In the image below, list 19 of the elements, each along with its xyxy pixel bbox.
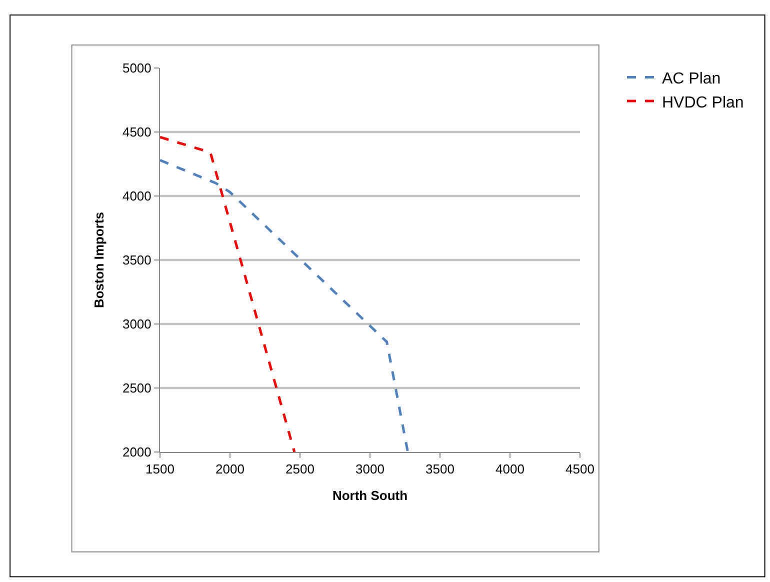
y-tick-label: 4000 [122, 188, 152, 204]
legend-label: AC Plan [662, 70, 721, 88]
x-tick-label: 2000 [216, 462, 244, 477]
x-tick-label: 1500 [146, 462, 174, 477]
x-axis-title: North South [332, 488, 408, 504]
y-tick-label: 2000 [122, 444, 152, 460]
legend-label: HVDC Plan [662, 94, 744, 112]
x-tick-label: 3000 [356, 462, 384, 477]
y-axis-title: Boston Imports [91, 212, 106, 308]
x-tick-label: 4000 [496, 462, 524, 477]
line-series [160, 158, 410, 452]
x-tick-label: 2500 [286, 462, 314, 477]
y-tick-label: 3500 [122, 252, 152, 268]
y-tick-label: 3000 [122, 316, 152, 332]
y-tick-label: 2500 [122, 380, 152, 396]
x-tick-label: 4500 [566, 462, 594, 477]
y-tick-label: 5000 [122, 60, 152, 76]
x-tick-label: 3500 [426, 462, 454, 477]
y-tick-label: 4500 [122, 124, 152, 140]
